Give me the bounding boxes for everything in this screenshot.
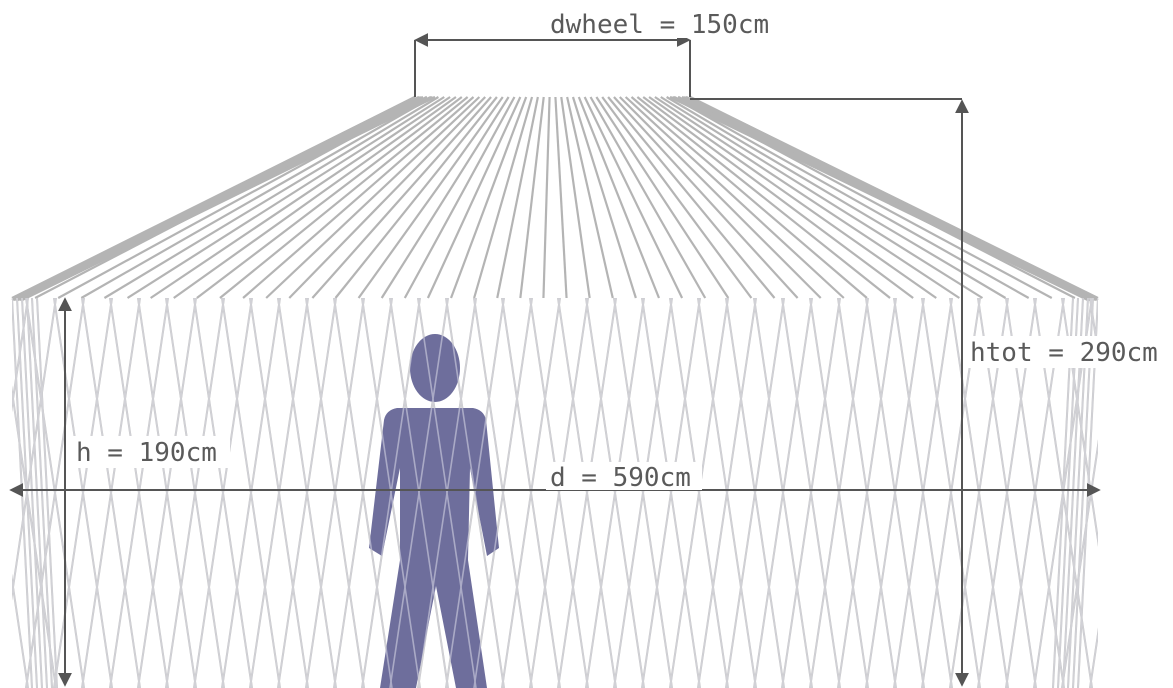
roof-pole xyxy=(666,96,1007,299)
roof-pole xyxy=(577,96,661,299)
roof-pole xyxy=(334,96,498,299)
roof-pole xyxy=(671,96,1030,299)
roof-pole xyxy=(219,96,469,299)
roof-pole xyxy=(496,96,539,299)
h-label: h = 190cm xyxy=(76,438,217,468)
roof-pole xyxy=(619,96,822,299)
person-silhouette-icon xyxy=(369,334,499,688)
h-label-bg xyxy=(72,436,230,468)
roof-pole xyxy=(150,96,451,299)
roof-pole xyxy=(173,96,457,299)
roof-pole xyxy=(613,96,799,299)
roof-pole xyxy=(636,96,891,299)
roof-pole xyxy=(380,96,510,299)
roof-pole xyxy=(426,96,522,299)
roof-pole xyxy=(21,95,436,302)
roof-pole xyxy=(583,96,684,299)
roof-pole xyxy=(554,96,568,299)
roof-pole xyxy=(589,96,707,299)
roof-pole xyxy=(473,96,534,299)
htot-label: htot = 290cm xyxy=(970,338,1158,368)
roof-pole xyxy=(595,96,730,299)
roof-pole xyxy=(660,96,984,299)
roof-pole xyxy=(642,96,914,299)
roof-pole xyxy=(624,96,845,299)
roof-pole xyxy=(519,96,545,299)
roof-pole xyxy=(654,96,960,299)
roof-poles xyxy=(11,95,1099,302)
roof-pole xyxy=(80,96,434,299)
lattice-slat xyxy=(12,574,29,688)
roof-pole xyxy=(242,96,475,299)
htot-label-bg xyxy=(966,336,1171,368)
roof-pole xyxy=(265,96,481,299)
roof-pole xyxy=(311,96,492,299)
roof-pole xyxy=(571,96,637,299)
roof-pole xyxy=(103,96,439,299)
dwheel-label-bg xyxy=(546,8,782,38)
roof-pole xyxy=(449,96,528,299)
roof-pole xyxy=(630,96,868,299)
roof-pole xyxy=(288,96,487,299)
roof-pole xyxy=(126,96,445,299)
roof-pole xyxy=(403,96,516,299)
lattice-slat xyxy=(12,298,29,412)
roof-pole xyxy=(669,95,1089,302)
roof-pole xyxy=(357,96,504,299)
roof-pole xyxy=(601,96,753,299)
roof-pole xyxy=(648,96,937,299)
roof-pole xyxy=(566,96,614,299)
d-label: d = 590cm xyxy=(550,463,691,493)
roof-pole xyxy=(542,96,551,299)
roof-pole xyxy=(196,96,463,299)
dwheel-label: dwheel = 150cm xyxy=(550,10,769,40)
roof-pole xyxy=(607,96,776,299)
d-label-bg xyxy=(546,462,702,490)
roof-pole xyxy=(560,96,591,299)
